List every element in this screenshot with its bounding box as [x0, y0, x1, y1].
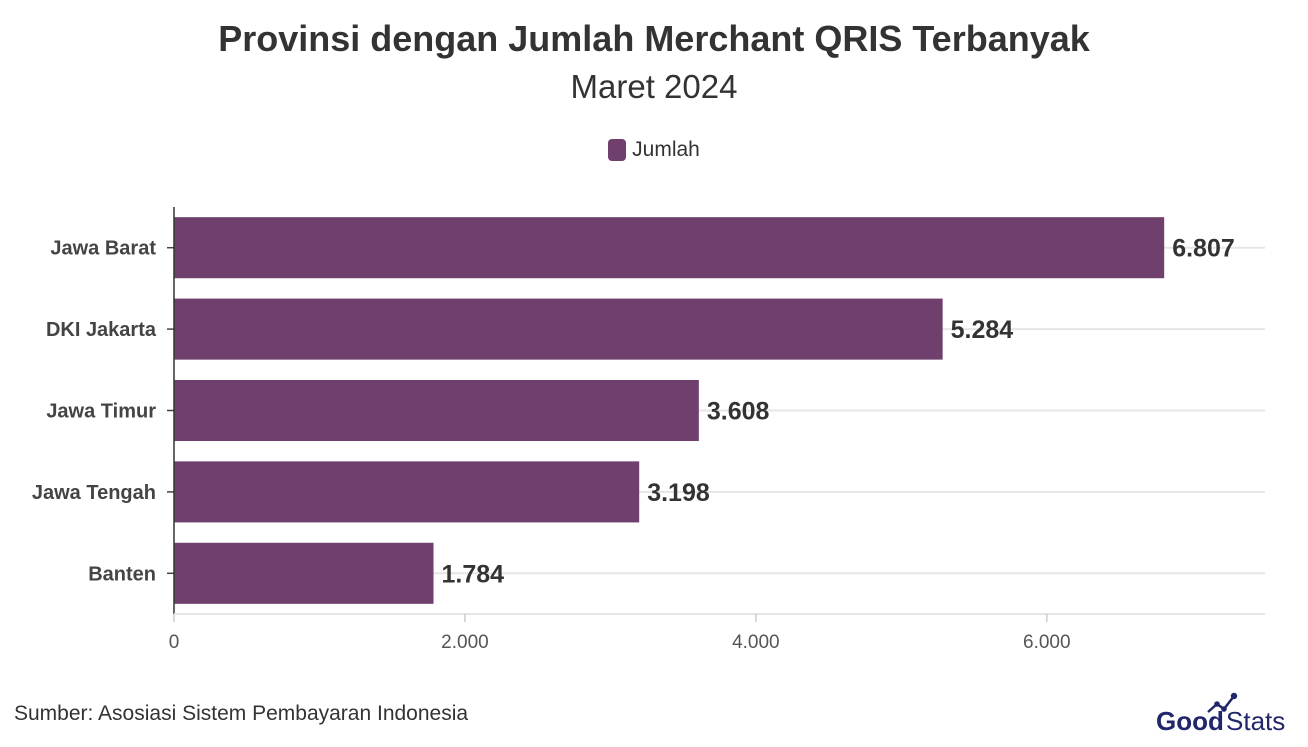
legend: Jumlah [0, 138, 1308, 162]
logo-text-good: Good [1156, 706, 1224, 736]
x-tick-label: 0 [169, 632, 180, 653]
logo-dot-icon [1214, 701, 1220, 707]
legend-label: Jumlah [632, 138, 700, 161]
category-label: Jawa Timur [46, 401, 156, 423]
category-label: DKI Jakarta [46, 319, 157, 341]
bar-4 [174, 461, 640, 523]
logo-text-stats: Stats [1226, 706, 1285, 736]
bar-1 [174, 217, 1165, 279]
bar-2 [174, 298, 943, 360]
logo-dot-icon [1230, 692, 1238, 700]
x-tick-label: 6.000 [1023, 632, 1071, 653]
logo-dot-icon [1221, 706, 1227, 712]
data-label: 5.284 [951, 316, 1014, 344]
goodstats-logo: Good Stats [1156, 692, 1285, 736]
data-label: 1.784 [442, 560, 505, 588]
data-label: 3.198 [647, 479, 710, 507]
logo-trend-icon [1207, 695, 1235, 713]
data-label: 3.608 [707, 398, 770, 426]
category-label: Jawa Barat [50, 238, 156, 260]
bar-3 [174, 379, 699, 442]
chart-title: Provinsi dengan Jumlah Merchant QRIS Ter… [218, 18, 1090, 59]
data-label: 6.807 [1172, 235, 1235, 263]
category-label: Banten [88, 563, 156, 585]
legend-swatch [608, 139, 627, 161]
x-tick-label: 4.000 [732, 632, 780, 653]
source-note: Sumber: Asosiasi Sistem Pembayaran Indon… [14, 702, 469, 725]
chart-subtitle: Maret 2024 [570, 68, 738, 105]
category-label: Jawa Tengah [32, 482, 156, 504]
bar-5 [174, 542, 434, 604]
x-tick-label: 2.000 [441, 632, 489, 653]
